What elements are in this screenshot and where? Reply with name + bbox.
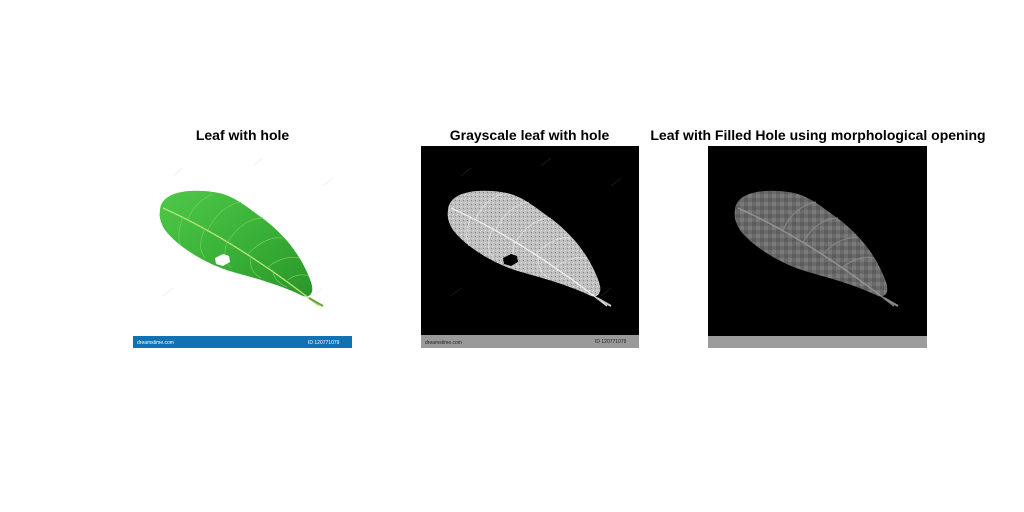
footer-strip: [133, 336, 352, 348]
svg-text:ID 120771079: ID 120771079: [308, 340, 340, 346]
panel-1-title: Leaf with hole: [195, 127, 290, 143]
leaf-shape: [159, 190, 324, 307]
svg-text:ID 120771079: ID 120771079: [595, 339, 627, 345]
grayscale-leaf-svg: dreamstime.com ID 120771079: [421, 146, 639, 348]
footer-strip: [421, 335, 639, 348]
panel-3-title: Leaf with Filled Hole using morphologica…: [650, 127, 986, 143]
panel-3-image: [708, 146, 927, 348]
panel-2-title: Grayscale leaf with hole: [449, 127, 610, 143]
opened-leaf-shape: [734, 190, 899, 307]
gray-leaf-shape: [447, 190, 612, 307]
svg-text:dreamstime.com: dreamstime.com: [425, 340, 462, 346]
panel-1-image: dreamstime.com ID 120771079: [133, 146, 352, 348]
color-leaf-svg: dreamstime.com ID 120771079: [133, 146, 352, 348]
svg-text:dreamstime.com: dreamstime.com: [137, 340, 174, 346]
footer-strip: [708, 336, 927, 348]
opened-leaf-svg: [708, 146, 927, 348]
panel-2-image: dreamstime.com ID 120771079: [421, 146, 639, 348]
